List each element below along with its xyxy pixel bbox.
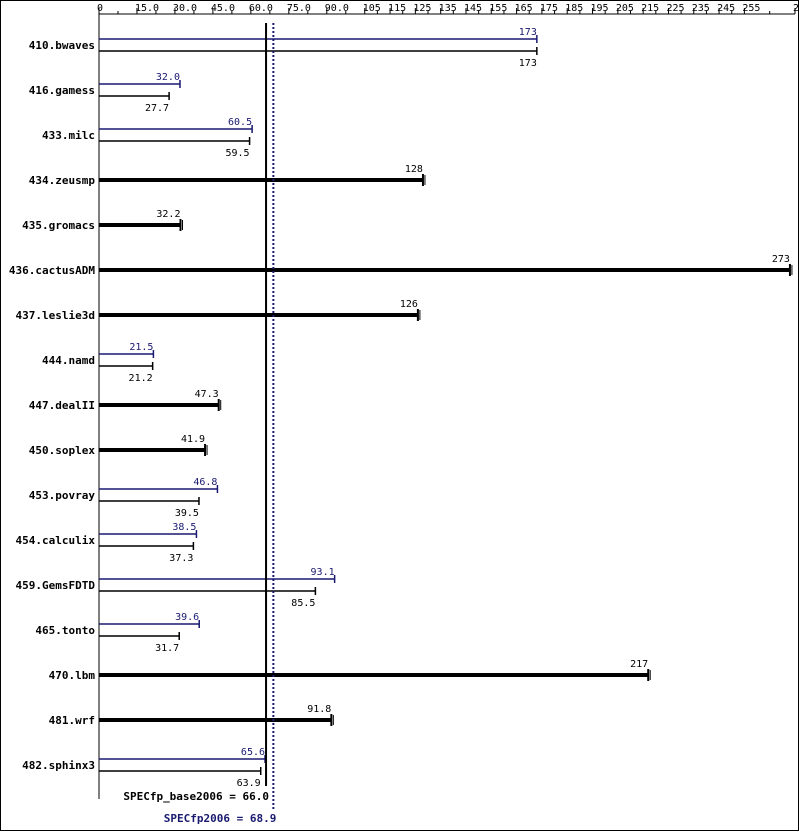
x-tick-label: 165 bbox=[515, 3, 533, 14]
value-label: 39.5 bbox=[175, 508, 199, 519]
benchmark-label: 447.dealII bbox=[29, 399, 95, 412]
value-label: 63.9 bbox=[237, 778, 261, 789]
x-tick-label: 60.0 bbox=[249, 3, 273, 14]
benchmark-label: 436.cactusADM bbox=[9, 264, 95, 277]
value-label: 21.2 bbox=[129, 373, 153, 384]
value-label: 91.8 bbox=[307, 704, 331, 715]
x-tick-label: 225 bbox=[666, 3, 684, 14]
bar-base bbox=[99, 223, 181, 227]
value-label: 217 bbox=[630, 659, 648, 670]
bar-base bbox=[99, 268, 790, 272]
x-tick-label: 135 bbox=[439, 3, 457, 14]
benchmark-label: 481.wrf bbox=[49, 714, 95, 727]
x-tick-label: 75.0 bbox=[287, 3, 311, 14]
benchmark-label: 416.gamess bbox=[29, 84, 95, 97]
benchmark-label: 465.tonto bbox=[35, 624, 95, 637]
bar-base bbox=[99, 718, 332, 722]
x-tick-label: 145 bbox=[464, 3, 482, 14]
benchmark-label: 444.namd bbox=[42, 354, 95, 367]
bar-base bbox=[99, 403, 219, 407]
value-label: 47.3 bbox=[195, 389, 219, 400]
value-label: 32.0 bbox=[156, 72, 180, 83]
value-label: 65.6 bbox=[241, 747, 265, 758]
x-tick-label: 185 bbox=[565, 3, 583, 14]
x-tick-label: 175 bbox=[540, 3, 558, 14]
x-tick-label: 275 bbox=[793, 3, 799, 14]
x-tick-label: 0 bbox=[97, 3, 103, 14]
value-label: 85.5 bbox=[291, 598, 315, 609]
x-tick-label: 255 bbox=[742, 3, 760, 14]
benchmark-label: 482.sphinx3 bbox=[22, 759, 95, 772]
x-tick-label: 215 bbox=[641, 3, 659, 14]
value-label: 41.9 bbox=[181, 434, 205, 445]
x-tick-label: 235 bbox=[692, 3, 710, 14]
x-tick-label: 115 bbox=[388, 3, 406, 14]
value-label: 27.7 bbox=[145, 103, 169, 114]
x-tick-label: 105 bbox=[363, 3, 381, 14]
benchmark-label: 459.GemsFDTD bbox=[16, 579, 96, 592]
benchmark-label: 454.calculix bbox=[16, 534, 96, 547]
value-label: 31.7 bbox=[155, 643, 179, 654]
benchmark-label: 435.gromacs bbox=[22, 219, 95, 232]
value-label: 38.5 bbox=[172, 522, 196, 533]
value-label: 173 bbox=[519, 27, 537, 38]
value-label: 37.3 bbox=[169, 553, 193, 564]
peak-mean-label: SPECfp2006 = 68.9 bbox=[164, 812, 277, 825]
benchmark-label: 450.soplex bbox=[29, 444, 96, 457]
x-tick-label: 205 bbox=[616, 3, 634, 14]
bar-base bbox=[99, 448, 206, 452]
value-label: 126 bbox=[400, 299, 418, 310]
benchmark-label: 410.bwaves bbox=[29, 39, 95, 52]
benchmark-label: 470.lbm bbox=[49, 669, 96, 682]
benchmark-label: 433.milc bbox=[42, 129, 95, 142]
x-tick-label: 90.0 bbox=[325, 3, 349, 14]
value-label: 128 bbox=[405, 164, 423, 175]
bar-base bbox=[99, 673, 649, 677]
x-tick-label: 45.0 bbox=[211, 3, 235, 14]
value-label: 39.6 bbox=[175, 612, 199, 623]
x-tick-label: 125 bbox=[413, 3, 431, 14]
value-label: 273 bbox=[772, 254, 790, 265]
value-label: 59.5 bbox=[225, 148, 249, 159]
benchmark-label: 434.zeusmp bbox=[29, 174, 96, 187]
x-tick-label: 155 bbox=[489, 3, 507, 14]
value-label: 46.8 bbox=[193, 477, 217, 488]
bar-base bbox=[99, 178, 423, 182]
value-label: 60.5 bbox=[228, 117, 252, 128]
x-tick-label: 195 bbox=[591, 3, 609, 14]
base-mean-label: SPECfp_base2006 = 66.0 bbox=[123, 790, 269, 803]
x-tick-label: 15.0 bbox=[135, 3, 159, 14]
value-label: 32.2 bbox=[156, 209, 180, 220]
x-tick-label: 30.0 bbox=[173, 3, 197, 14]
value-label: 173 bbox=[519, 58, 537, 69]
benchmark-label: 437.leslie3d bbox=[16, 309, 95, 322]
benchmark-label: 453.povray bbox=[29, 489, 96, 502]
value-label: 21.5 bbox=[129, 342, 153, 353]
bar-base bbox=[99, 313, 418, 317]
value-label: 93.1 bbox=[311, 567, 335, 578]
x-tick-label: 245 bbox=[717, 3, 735, 14]
